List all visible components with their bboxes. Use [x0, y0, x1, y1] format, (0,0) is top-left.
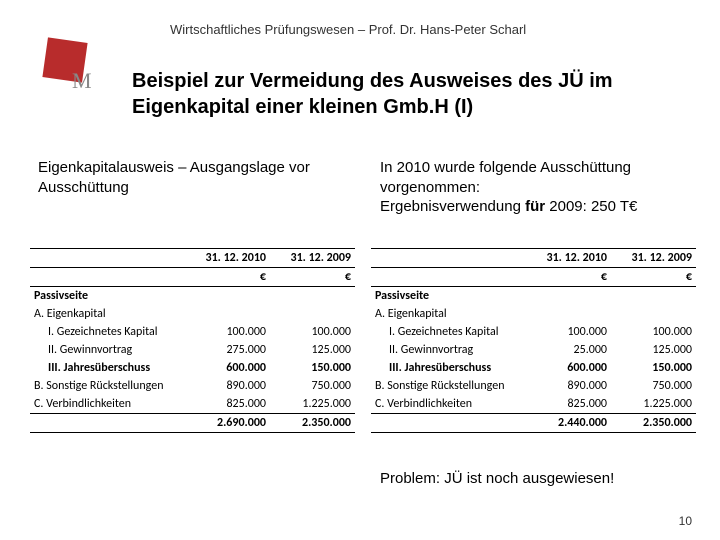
subheading-right: In 2010 wurde folgende Ausschüttung vorg…	[380, 158, 720, 217]
row-a2: II. Gewinnvortrag	[30, 341, 185, 359]
table-left-empty	[30, 249, 185, 268]
left-a1-2009: 100.000	[270, 323, 355, 341]
subhead-right-line2c: 2009: 250 T€	[545, 198, 637, 215]
row-a2-r: II. Gewinnvortrag	[371, 341, 526, 359]
cell	[371, 414, 526, 433]
row-passiv-r: Passivseite	[371, 287, 526, 306]
left-b-2009: 750.000	[270, 377, 355, 395]
slide-title: Beispiel zur Vermeidung des Ausweises de…	[132, 68, 692, 120]
right-a3-2009: 150.000	[611, 359, 696, 377]
table-left-unit1: €	[185, 268, 270, 287]
course-header: Wirtschaftliches Prüfungswesen – Prof. D…	[170, 22, 526, 37]
row-a: A. Eigenkapital	[30, 305, 185, 323]
right-a1-2009: 100.000	[611, 323, 696, 341]
row-a1: I. Gezeichnetes Kapital	[30, 323, 185, 341]
row-a-r: A. Eigenkapital	[371, 305, 526, 323]
subhead-right-line2a: Ergebnisverwendung	[380, 198, 525, 215]
left-b-2010: 890.000	[185, 377, 270, 395]
left-a3-2010: 600.000	[185, 359, 270, 377]
subhead-right-bold: für	[525, 198, 545, 215]
row-c-r: C. Verbindlichkeiten	[371, 395, 526, 414]
row-a3: III. Jahresüberschuss	[30, 359, 185, 377]
table-right-col2: 31. 12. 2009	[611, 249, 696, 268]
left-a3-2009: 150.000	[270, 359, 355, 377]
table-left-unit2: €	[270, 268, 355, 287]
left-c-2009: 1.225.000	[270, 395, 355, 414]
table-right-empty	[371, 249, 526, 268]
right-sum-2010: 2.440.000	[526, 414, 611, 433]
cell	[30, 414, 185, 433]
logo-letter-icon: M	[72, 68, 92, 94]
left-sum-2009: 2.350.000	[270, 414, 355, 433]
cell	[371, 268, 526, 287]
row-b: B. Sonstige Rückstellungen	[30, 377, 185, 395]
table-left: 31. 12. 2010 31. 12. 2009 € € Passivseit…	[30, 248, 355, 433]
right-a2-2009: 125.000	[611, 341, 696, 359]
subhead-right-line1: In 2010 wurde folgende Ausschüttung vorg…	[380, 159, 631, 196]
left-a1-2010: 100.000	[185, 323, 270, 341]
right-c-2010: 825.000	[526, 395, 611, 414]
subheading-left: Eigenkapitalausweis – Ausgangslage vor A…	[38, 158, 348, 197]
right-b-2009: 750.000	[611, 377, 696, 395]
right-b-2010: 890.000	[526, 377, 611, 395]
right-sum-2009: 2.350.000	[611, 414, 696, 433]
tables-container: 31. 12. 2010 31. 12. 2009 € € Passivseit…	[30, 248, 720, 433]
row-b-r: B. Sonstige Rückstellungen	[371, 377, 526, 395]
right-a3-2010: 600.000	[526, 359, 611, 377]
left-sum-2010: 2.690.000	[185, 414, 270, 433]
table-right: 31. 12. 2010 31. 12. 2009 € € Passivseit…	[371, 248, 696, 433]
table-right-unit1: €	[526, 268, 611, 287]
right-c-2009: 1.225.000	[611, 395, 696, 414]
row-a1-r: I. Gezeichnetes Kapital	[371, 323, 526, 341]
left-a2-2010: 275.000	[185, 341, 270, 359]
university-logo: M	[30, 40, 100, 100]
table-left-col2: 31. 12. 2009	[270, 249, 355, 268]
row-c: C. Verbindlichkeiten	[30, 395, 185, 414]
table-right-unit2: €	[611, 268, 696, 287]
table-left-col1: 31. 12. 2010	[185, 249, 270, 268]
problem-statement: Problem: JÜ ist noch ausgewiesen!	[380, 470, 614, 487]
table-right-col1: 31. 12. 2010	[526, 249, 611, 268]
left-c-2010: 825.000	[185, 395, 270, 414]
row-a3-r: III. Jahresüberschuss	[371, 359, 526, 377]
row-passiv: Passivseite	[30, 287, 185, 306]
page-number: 10	[679, 514, 692, 528]
left-a2-2009: 125.000	[270, 341, 355, 359]
right-a2-2010: 25.000	[526, 341, 611, 359]
cell	[30, 268, 185, 287]
right-a1-2010: 100.000	[526, 323, 611, 341]
